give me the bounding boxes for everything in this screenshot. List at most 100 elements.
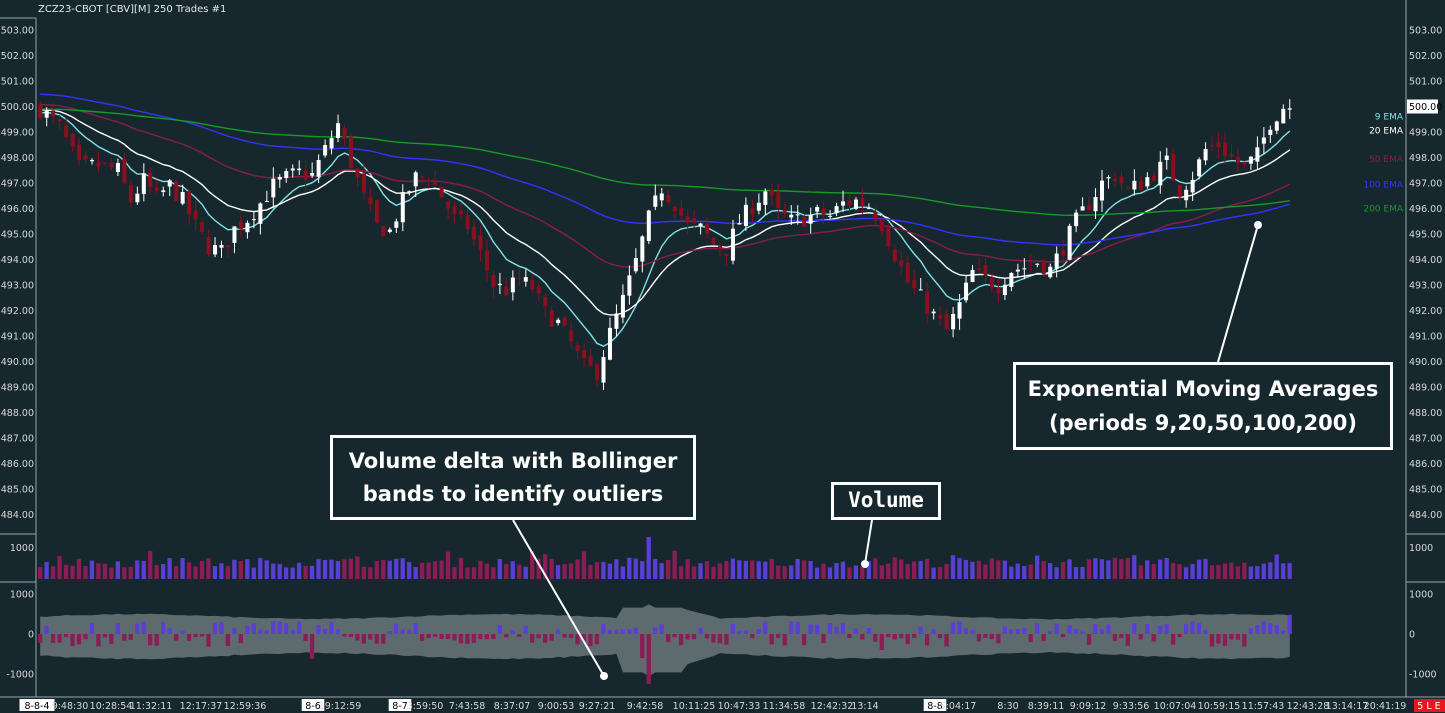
time-label-23: 8:39:11 (1028, 701, 1065, 712)
volume-bar-5 (70, 565, 75, 579)
candle-body-73 (510, 277, 515, 293)
volume-bar-144 (970, 561, 975, 579)
volume-bar-26 (206, 558, 211, 579)
volume-delta-bar-139 (937, 634, 943, 639)
candle-body-110 (750, 208, 755, 215)
price-tick-left-13: 490.00 (1, 357, 34, 368)
volume-delta-bar-131 (886, 634, 891, 638)
volume-delta-bar-73 (510, 630, 515, 634)
volume-delta-bar-75 (523, 625, 528, 634)
volume-delta-bar-118 (801, 634, 807, 646)
volume-bar-71 (497, 558, 502, 579)
volume-delta-bar-105 (717, 634, 723, 644)
candle-body-7 (83, 155, 88, 160)
volume-delta-bar-144 (970, 629, 975, 634)
volume-delta-bar-114 (776, 634, 781, 638)
volume-bar-128 (866, 561, 871, 579)
volume-bar-140 (944, 564, 949, 579)
volume-delta-bar-12 (115, 623, 120, 634)
volume-delta-bar-142 (957, 621, 962, 634)
time-label-20: 8-8 (927, 701, 943, 712)
volume-bar-180 (1203, 558, 1208, 579)
volume-bar-21 (173, 566, 179, 579)
volume-bar-152 (1022, 566, 1027, 579)
delta-tick-left-0: 1000 (10, 590, 34, 601)
volume-delta-bar-7 (83, 634, 88, 640)
candle-body-78 (543, 297, 548, 307)
candle-body-193 (1287, 108, 1292, 110)
volume-delta-bar-177 (1183, 624, 1189, 634)
volume-bar-157 (1054, 567, 1059, 579)
price-tick-left-11: 492.00 (1, 306, 34, 317)
volume-delta-bar-156 (1047, 631, 1053, 634)
date-box-8 (388, 699, 412, 711)
volume-bar-12 (115, 561, 120, 579)
volume-delta-bar-191 (1274, 625, 1279, 634)
volume-delta-bar-20 (167, 628, 172, 634)
candle-body-153 (1028, 264, 1033, 266)
volume-bar-164 (1099, 559, 1105, 579)
delta-pointer-line (512, 519, 605, 677)
candle-body-104 (711, 237, 716, 245)
volume-delta-bar-70 (491, 634, 496, 639)
volume-delta-bar-46 (335, 629, 341, 634)
volume-bar-76 (530, 550, 535, 579)
candle-body-66 (465, 215, 470, 230)
price-tick-left-19: 484.00 (1, 510, 34, 521)
candle-body-16 (141, 173, 146, 195)
bollinger-band (40, 604, 1290, 677)
volume-delta-bar-104 (711, 634, 716, 643)
price-tick-right-2: 501.00 (1409, 77, 1442, 88)
date-box-6 (301, 699, 325, 711)
candle-body-147 (989, 278, 994, 288)
candle-body-54 (387, 229, 392, 232)
volume-delta-bar-130 (879, 634, 884, 650)
volume-bar-45 (329, 559, 334, 579)
ema-label-50: 50 EMA (1369, 155, 1404, 165)
volume-delta-bar-69 (484, 634, 489, 640)
volume-bar-78 (542, 554, 548, 579)
volume-delta-bar-19 (161, 622, 166, 634)
volume-bar-185 (1235, 566, 1241, 579)
volume-bar-127 (860, 566, 865, 579)
ema-pointer-line (1217, 224, 1259, 363)
volume-bar-2 (50, 566, 56, 579)
volume-bar-89 (614, 559, 619, 579)
volume-delta-bar-132 (892, 634, 897, 640)
volume-delta-bar-138 (931, 629, 936, 634)
candle-body-155 (1041, 260, 1046, 275)
volume-delta-bar-126 (853, 628, 859, 634)
volume-delta-bar-120 (814, 624, 820, 634)
volume-delta-bar-13 (122, 634, 127, 641)
volume-bar-107 (730, 558, 736, 579)
volume-bar-36 (271, 563, 276, 579)
volume-delta-bar-5 (70, 634, 75, 647)
volume-delta-bar-4 (63, 634, 69, 638)
candle-body-32 (245, 222, 250, 233)
volume-bar-20 (167, 558, 172, 579)
time-label-13: 9:27:21 (579, 701, 616, 712)
volume-pointer-dot (861, 560, 869, 568)
volume-bar-132 (892, 557, 897, 579)
volume-delta-bar-174 (1164, 624, 1169, 634)
volume-delta-bar-26 (206, 634, 211, 647)
candle-body-100 (685, 216, 690, 223)
volume-bar-9 (96, 563, 101, 579)
volume-bar-123 (834, 563, 839, 579)
volume-bar-67 (471, 567, 477, 579)
price-tick-right-1: 502.00 (1409, 51, 1442, 62)
volume-delta-bar-92 (633, 627, 638, 634)
volume-delta-bar-2 (50, 634, 56, 643)
volume-delta-bar-49 (355, 634, 360, 641)
volume-bar-25 (199, 560, 205, 579)
delta-tick-right-1: 0 (1409, 630, 1415, 641)
candle-body-107 (730, 228, 735, 261)
candle-body-132 (892, 249, 897, 262)
volume-delta-bar-62 (439, 634, 444, 639)
candle-body-67 (472, 226, 477, 240)
volume-bar-54 (387, 560, 392, 579)
volume-delta-bar-63 (445, 634, 451, 639)
candle-body-13 (122, 158, 127, 183)
candle-body-185 (1235, 156, 1240, 163)
